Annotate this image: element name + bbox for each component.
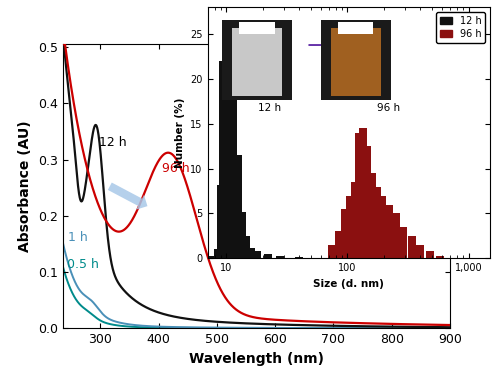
Bar bbox=[350, 182, 358, 258]
Bar bbox=[368, 173, 376, 258]
Text: 96 h: 96 h bbox=[162, 162, 189, 175]
Bar bbox=[295, 256, 303, 258]
Bar bbox=[378, 196, 386, 258]
Bar bbox=[230, 70, 237, 258]
Bar bbox=[373, 187, 380, 258]
Bar bbox=[338, 23, 374, 34]
Bar bbox=[408, 236, 416, 258]
Bar bbox=[234, 155, 242, 258]
Bar bbox=[220, 61, 228, 258]
Text: 12 h: 12 h bbox=[258, 103, 281, 113]
Bar bbox=[214, 249, 222, 258]
Bar bbox=[416, 245, 424, 258]
X-axis label: Size (d. nm): Size (d. nm) bbox=[314, 279, 384, 289]
Bar bbox=[238, 212, 246, 258]
Text: 12 h: 12 h bbox=[99, 135, 127, 149]
Bar bbox=[335, 231, 342, 258]
Bar bbox=[346, 196, 354, 258]
Y-axis label: Number (%): Number (%) bbox=[174, 98, 184, 168]
Bar bbox=[247, 248, 255, 258]
Bar bbox=[240, 23, 274, 34]
Bar bbox=[392, 214, 400, 258]
Y-axis label: Absorbance (AU): Absorbance (AU) bbox=[18, 121, 32, 252]
Bar bbox=[276, 256, 284, 258]
Bar bbox=[340, 209, 348, 258]
Bar bbox=[436, 256, 444, 258]
Text: 0.5 h: 0.5 h bbox=[67, 258, 99, 270]
Bar bbox=[207, 256, 215, 258]
Bar bbox=[264, 254, 272, 258]
Bar bbox=[400, 227, 407, 258]
Bar bbox=[232, 28, 281, 96]
Bar bbox=[426, 251, 434, 258]
Bar bbox=[355, 133, 363, 258]
Bar bbox=[385, 204, 393, 258]
Bar bbox=[363, 146, 371, 258]
X-axis label: Wavelength (nm): Wavelength (nm) bbox=[189, 352, 324, 366]
Bar bbox=[359, 128, 367, 258]
Text: 1 h: 1 h bbox=[68, 231, 87, 244]
Bar bbox=[242, 236, 250, 258]
Bar bbox=[331, 28, 380, 96]
Bar bbox=[328, 245, 336, 258]
Bar bbox=[253, 251, 261, 258]
Bar bbox=[216, 185, 224, 258]
Bar bbox=[224, 21, 232, 258]
Legend: 12 h, 96 h: 12 h, 96 h bbox=[436, 12, 485, 43]
Text: 96 h: 96 h bbox=[376, 103, 400, 113]
